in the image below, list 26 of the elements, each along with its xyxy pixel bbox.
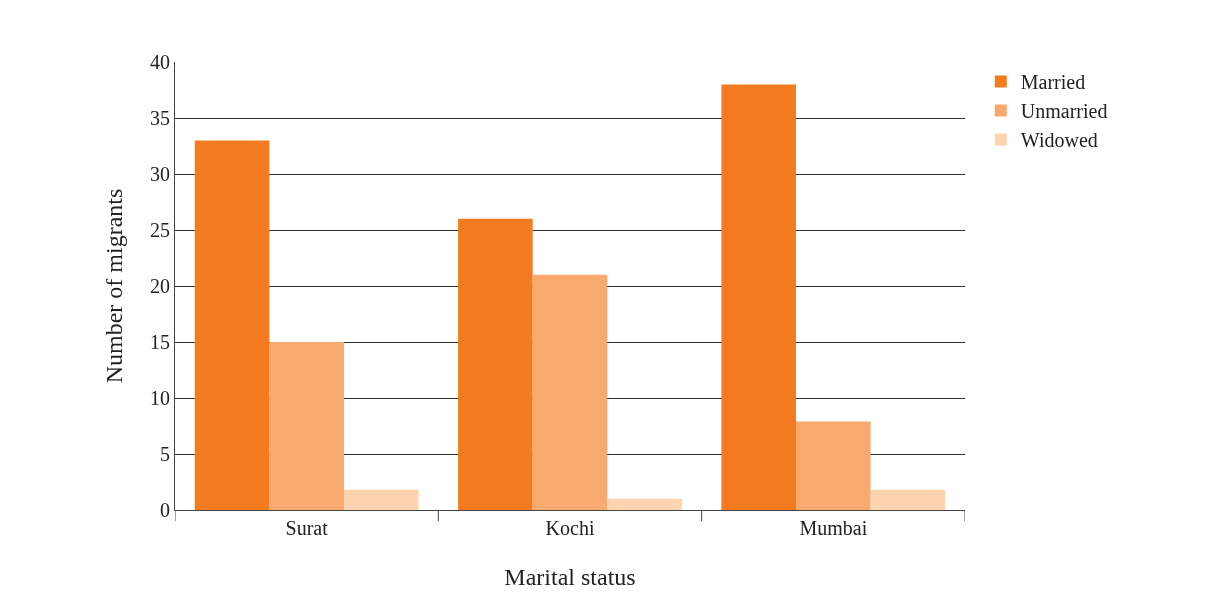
y-tick-label: 15 bbox=[150, 331, 170, 353]
bar bbox=[607, 498, 682, 510]
x-tick-label: Surat bbox=[285, 517, 329, 539]
bar bbox=[721, 84, 797, 510]
bar bbox=[194, 140, 270, 510]
y-axis-title: Number of migrants bbox=[101, 188, 128, 384]
y-tick-label: 25 bbox=[150, 219, 170, 241]
y-tick-label: 5 bbox=[160, 443, 170, 465]
bar bbox=[343, 489, 419, 510]
bar bbox=[532, 274, 608, 510]
y-tick-label: 20 bbox=[150, 275, 170, 297]
y-tick-label: 0 bbox=[160, 499, 170, 521]
legend-label: Married bbox=[1020, 71, 1086, 94]
x-axis-title: Marital status bbox=[504, 564, 636, 591]
x-tick-label: Kochi bbox=[545, 517, 595, 539]
x-tick-label: Mumbai bbox=[799, 517, 868, 539]
y-tick-label: 10 bbox=[150, 387, 170, 409]
legend-label: Widowed bbox=[1020, 129, 1098, 152]
y-tick-label: 30 bbox=[150, 163, 170, 185]
y-tick-label: 40 bbox=[150, 51, 170, 73]
legend-label: Unmarried bbox=[1020, 100, 1108, 123]
bar bbox=[870, 489, 946, 510]
bar bbox=[458, 218, 533, 510]
bar bbox=[796, 421, 871, 510]
bar bbox=[269, 342, 344, 510]
y-tick-label: 35 bbox=[150, 107, 170, 129]
